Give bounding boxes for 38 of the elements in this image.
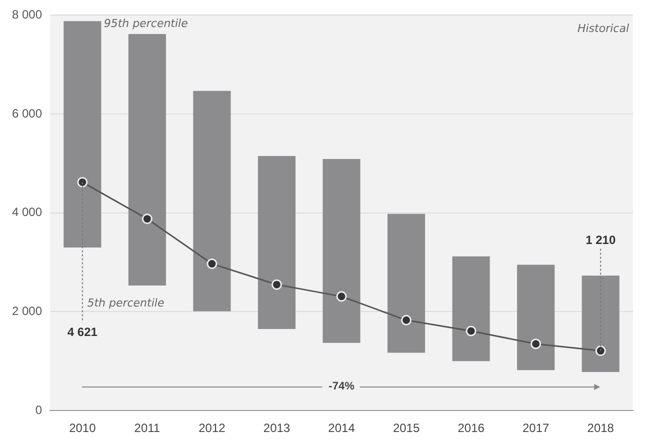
y-tick-label: 0	[35, 402, 42, 417]
annotation: -74%	[328, 380, 355, 393]
y-tick-label: 6 000	[12, 106, 42, 120]
bar	[517, 264, 555, 370]
point	[142, 214, 152, 224]
point	[530, 338, 542, 350]
x-tick-label: 2010	[69, 421, 96, 436]
y-tick-label: 8 000	[12, 8, 42, 22]
bar	[322, 159, 360, 343]
x-tick-label: 2011	[134, 421, 160, 436]
data-label: 1 210	[586, 232, 616, 247]
annotation: 95th percentile	[104, 16, 188, 30]
point	[271, 279, 282, 290]
point	[77, 176, 88, 188]
x-tick-label: 2015	[392, 421, 420, 436]
x-tick-label: 2017	[522, 421, 550, 436]
point	[336, 291, 347, 302]
bar	[582, 276, 620, 372]
point	[595, 346, 606, 356]
x-tick-label: 2016	[458, 421, 485, 436]
point	[466, 326, 476, 336]
bar	[64, 21, 102, 248]
data-label: 4 621	[67, 324, 98, 339]
bar	[388, 214, 426, 353]
point	[206, 258, 218, 270]
annotation: Historical	[577, 22, 629, 36]
x-tick-label: 2018	[587, 421, 614, 436]
bar	[193, 90, 231, 312]
bar	[128, 34, 166, 286]
bar	[258, 156, 296, 330]
point	[401, 314, 412, 326]
y-tick-label: 2 000	[12, 304, 42, 318]
x-tick-label: 2013	[263, 421, 290, 436]
bar	[452, 256, 490, 362]
y-tick-label: 4 000	[12, 205, 42, 220]
x-tick-label: 2012	[198, 421, 226, 436]
annotation: 5th percentile	[87, 296, 164, 310]
x-tick-label: 2014	[328, 421, 356, 436]
